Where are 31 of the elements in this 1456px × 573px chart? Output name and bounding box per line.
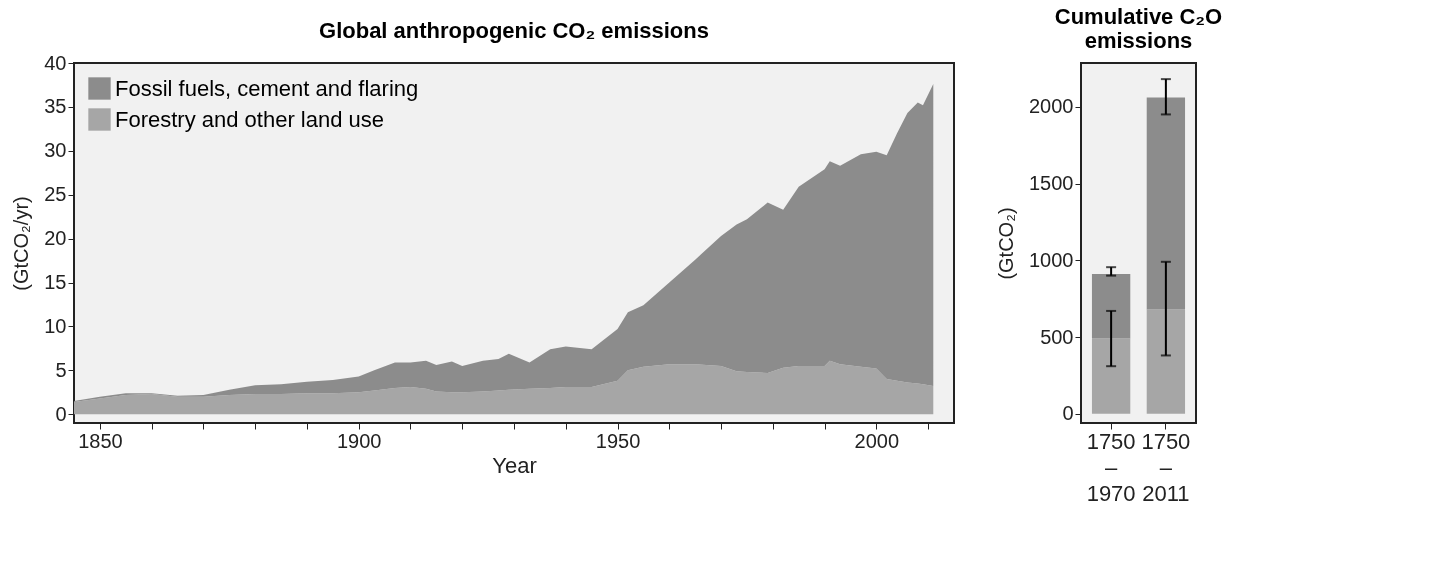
y-tick-label: 35 (44, 95, 67, 118)
chart-title: Cumulative C₂O emissions (1054, 4, 1223, 53)
y-tick-label: 1000 (1029, 248, 1074, 271)
legend-label: Forestry and other land use (115, 106, 385, 132)
bar (1091, 338, 1131, 414)
x-tick-label: 2000 (854, 429, 900, 452)
y-tick-label: 5 (55, 358, 67, 381)
y-axis-title: (GtCO₂/yr) (10, 196, 33, 291)
bar (1146, 97, 1186, 310)
y-tick-label: 500 (1040, 325, 1074, 348)
x-tick-label: 1850 (78, 429, 123, 452)
y-tick-label: 10 (44, 314, 67, 337)
x-tick-label: 1950 (595, 429, 641, 452)
y-tick-label: 20 (44, 227, 67, 250)
legend-label: Fossil fuels, cement and flaring (115, 75, 419, 101)
bar (1091, 274, 1131, 339)
bar (1146, 309, 1186, 414)
y-tick-label: 25 (44, 183, 67, 206)
x-tick-label: 1750 – 1970 (1086, 428, 1136, 506)
y-axis-title: (GtCO₂) (995, 207, 1018, 280)
y-tick-label: 40 (44, 51, 67, 74)
y-tick-label: 0 (55, 402, 67, 425)
x-axis-title: Year (492, 452, 537, 478)
x-tick-label: 1900 (336, 429, 382, 452)
y-tick-label: 0 (1062, 402, 1074, 425)
y-tick-label: 15 (44, 271, 67, 294)
x-tick-label: 1750 – 2011 (1141, 428, 1191, 506)
y-tick-label: 2000 (1029, 95, 1074, 118)
chart-title: Global anthropogenic CO₂ emissions (319, 18, 709, 43)
y-tick-label: 30 (44, 139, 67, 162)
y-tick-label: 1500 (1029, 172, 1074, 195)
